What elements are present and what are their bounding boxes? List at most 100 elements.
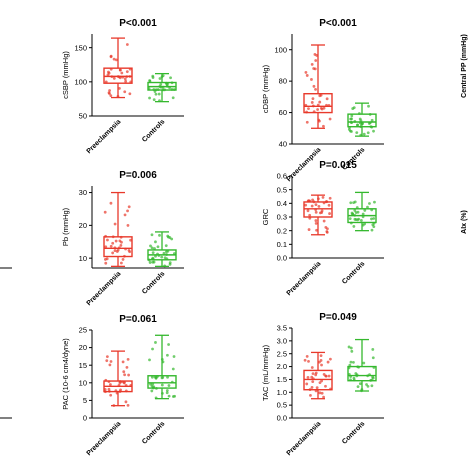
- observation-point: [358, 382, 362, 386]
- observation-point: [325, 97, 329, 101]
- observation-point: [114, 389, 118, 393]
- observation-point: [372, 366, 376, 369]
- observation-point: [356, 218, 360, 222]
- observation-point: [349, 117, 353, 121]
- observation-point: [158, 77, 162, 80]
- observation-point: [370, 217, 373, 221]
- observation-point: [328, 212, 331, 215]
- observation-point: [127, 205, 131, 209]
- observation-point: [114, 58, 118, 62]
- y-tick-label: 0.0: [277, 414, 287, 423]
- observation-point: [370, 228, 374, 232]
- y-tick-label: 0.2: [277, 226, 287, 235]
- observation-point: [371, 375, 374, 379]
- observation-point: [173, 394, 177, 398]
- observation-point: [164, 250, 168, 254]
- observation-point: [353, 209, 357, 212]
- observation-point: [150, 233, 154, 237]
- box-controls: [347, 191, 377, 232]
- observation-point: [119, 261, 123, 265]
- observation-point: [357, 112, 361, 115]
- observation-point: [349, 346, 353, 350]
- observation-point: [317, 360, 321, 364]
- observation-point: [304, 71, 308, 74]
- y-tick-label: 50: [79, 112, 87, 121]
- observation-point: [147, 258, 151, 262]
- observation-point: [166, 353, 169, 357]
- y-tick-label: 20: [79, 221, 87, 230]
- observation-point: [122, 370, 126, 374]
- y-axis-label: GRC: [261, 208, 270, 225]
- observation-point: [124, 389, 128, 393]
- observation-point: [165, 84, 169, 88]
- y-tick-label: 40: [279, 140, 287, 149]
- observation-point: [154, 254, 157, 258]
- observation-point: [371, 356, 375, 360]
- observation-point: [326, 360, 330, 364]
- observation-point: [356, 210, 360, 214]
- observation-point: [119, 388, 122, 392]
- observation-point: [127, 373, 131, 377]
- category-label: Controls: [141, 420, 166, 445]
- panel-title: P<0.001: [119, 18, 157, 29]
- observation-point: [307, 359, 310, 363]
- observation-point: [310, 63, 314, 66]
- y-tick-label: 1.0: [277, 388, 287, 397]
- panel-title: P=0.015: [319, 160, 357, 171]
- y-tick-label: 100: [274, 45, 287, 54]
- observation-point: [373, 200, 376, 204]
- observation-point: [108, 363, 112, 367]
- observation-point: [303, 358, 307, 362]
- observation-point: [107, 380, 111, 384]
- observation-point: [159, 82, 163, 86]
- observation-point: [156, 252, 159, 256]
- observation-point: [320, 379, 324, 383]
- observation-point: [126, 224, 130, 227]
- observation-point: [349, 378, 352, 382]
- observation-point: [150, 389, 154, 393]
- observation-point: [314, 210, 318, 214]
- observation-point: [359, 133, 363, 137]
- observation-point: [124, 400, 128, 404]
- observation-point: [116, 248, 120, 252]
- observation-point: [321, 195, 325, 199]
- observation-point: [306, 209, 310, 213]
- observation-point: [109, 201, 113, 205]
- observation-point: [112, 57, 116, 61]
- observation-point: [356, 365, 360, 369]
- observation-point: [348, 217, 352, 221]
- y-tick-label: 0.1: [277, 240, 287, 249]
- observation-point: [365, 383, 368, 386]
- observation-point: [104, 390, 107, 394]
- observation-point: [353, 120, 357, 123]
- observation-point: [304, 103, 308, 107]
- observation-point: [372, 129, 375, 133]
- observation-point: [125, 43, 129, 46]
- observation-point: [163, 256, 167, 260]
- observation-point: [113, 222, 117, 226]
- observation-point: [326, 227, 329, 231]
- observation-point: [121, 258, 125, 261]
- observation-point: [352, 225, 356, 228]
- observation-point: [125, 365, 129, 369]
- observation-point: [372, 217, 376, 220]
- observation-point: [350, 211, 354, 215]
- observation-point: [311, 104, 315, 108]
- edge-label-aix: AIx (%): [461, 210, 468, 234]
- observation-point: [361, 212, 365, 216]
- observation-point: [150, 375, 154, 379]
- box-controls: [147, 72, 177, 103]
- observation-point: [322, 124, 325, 128]
- observation-point: [368, 202, 371, 205]
- observation-point: [329, 387, 332, 391]
- observation-point: [355, 131, 359, 135]
- observation-point: [328, 117, 332, 121]
- observation-point: [167, 394, 171, 398]
- observation-point: [362, 132, 366, 136]
- observation-point: [308, 213, 312, 217]
- observation-point: [311, 377, 315, 381]
- observation-point: [356, 385, 360, 389]
- observation-point: [160, 391, 164, 395]
- observation-point: [117, 384, 121, 387]
